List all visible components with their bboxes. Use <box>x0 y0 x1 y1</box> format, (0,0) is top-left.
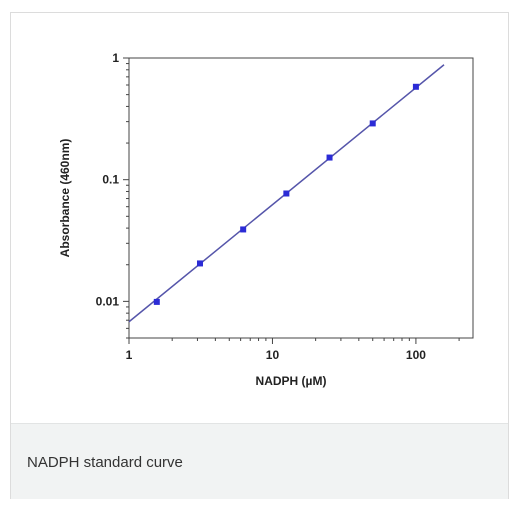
y-axis-title: Absorbance (460nm) <box>58 139 72 258</box>
x-axis-title: NADPH (µM) <box>256 374 327 388</box>
chart-area: 1 10 100 0.01 0.1 1 NADPH (µM) Absorbance (460n… <box>11 13 508 423</box>
standard-curve-chart: 1 10 100 0.01 0.1 1 NADPH (µM) Absorbance (460n… <box>58 51 474 388</box>
caption-bar: NADPH standard curve <box>11 423 508 499</box>
x-tick-label: 1 <box>126 348 133 362</box>
chart-labels: 1 10 100 0.01 0.1 1 NADPH (µM) Absorbance (460n… <box>58 51 426 388</box>
plot-frame <box>128 57 474 339</box>
y-tick-label: 1 <box>112 51 119 65</box>
data-points <box>153 83 419 305</box>
data-point <box>196 260 203 267</box>
y-tick-label: 0.01 <box>96 294 120 308</box>
data-point <box>240 226 247 233</box>
figure-card: 1 10 100 0.01 0.1 1 NADPH (µM) Absorbance (460n… <box>10 12 509 499</box>
data-point <box>283 190 290 197</box>
x-tick-label: 10 <box>266 348 280 362</box>
data-point <box>412 83 419 90</box>
data-point <box>369 120 376 127</box>
figure-caption: NADPH standard curve <box>27 454 183 471</box>
data-point <box>153 298 160 305</box>
data-point <box>326 154 333 161</box>
chart-axes <box>123 57 474 344</box>
y-tick-label: 0.1 <box>102 173 119 187</box>
x-tick-label: 100 <box>406 348 426 362</box>
